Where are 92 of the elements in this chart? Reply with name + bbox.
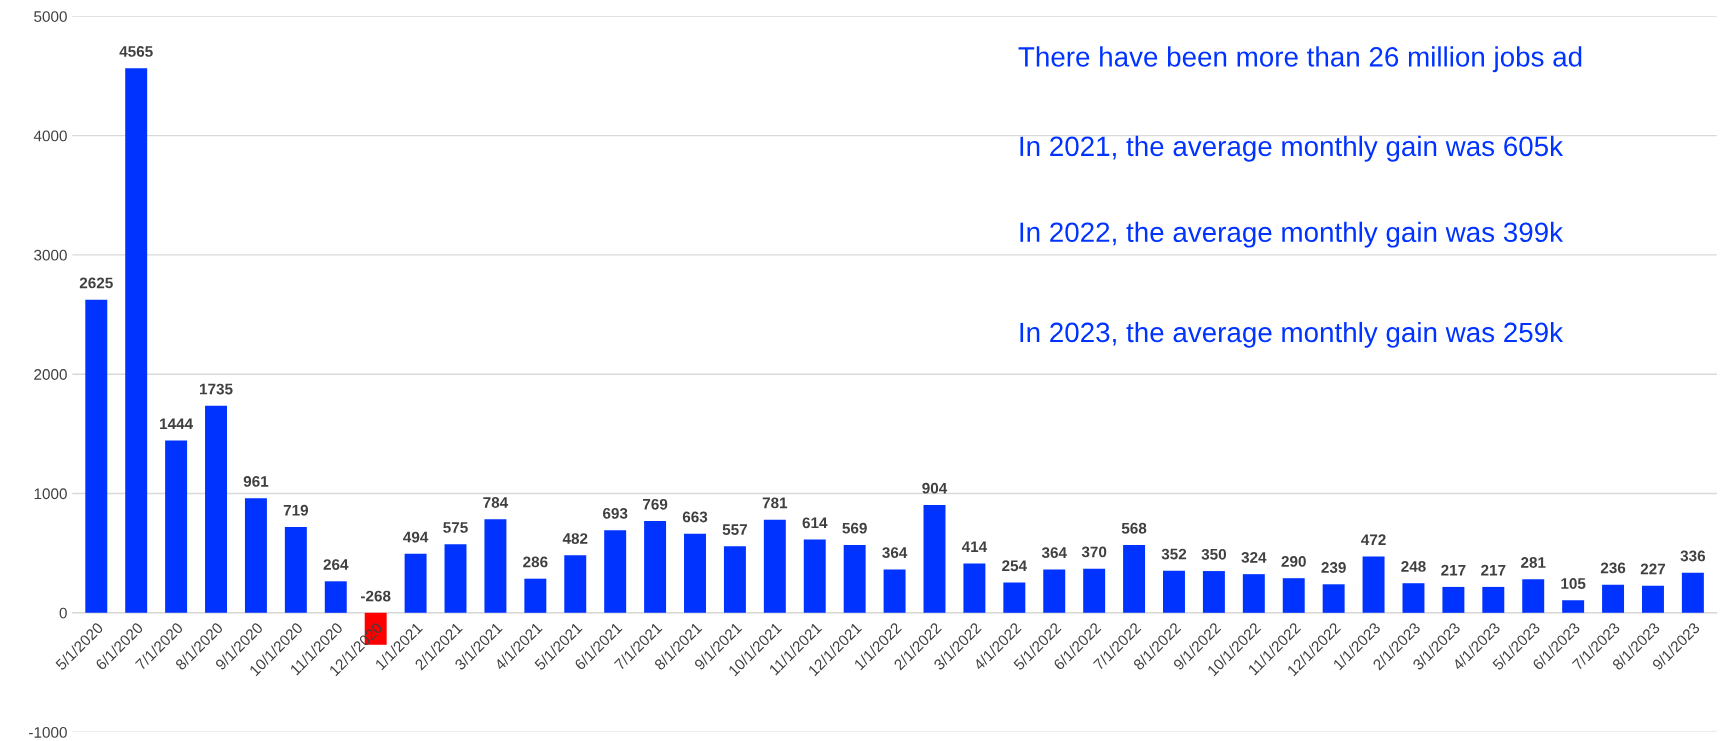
data-label: 2625 [79,277,113,289]
data-label: -268 [360,590,391,602]
data-label: 494 [403,531,429,543]
data-label: 663 [682,511,708,523]
data-label: 370 [1081,546,1107,558]
data-label: 364 [882,547,908,559]
bar [205,405,227,613]
data-label: 472 [1361,534,1386,545]
data-label: 264 [323,559,349,570]
data-label: 352 [1161,548,1187,560]
data-label: 248 [1401,561,1426,572]
data-label: 217 [1481,564,1506,576]
data-label: 290 [1281,556,1306,567]
bar [1681,572,1704,613]
bar [883,569,906,613]
bar [1442,586,1465,613]
data-label: 364 [1041,547,1067,559]
y-tick-label: 2000 [34,369,67,380]
bar [165,440,188,613]
data-label: 784 [483,497,509,508]
data-label: 1444 [160,418,194,430]
data-label: 769 [643,498,668,510]
bar [444,544,467,613]
bar [684,533,706,613]
bar [1043,569,1066,613]
bar [963,563,986,613]
data-label: 575 [443,522,468,533]
bar [803,539,826,613]
data-label: 286 [523,556,548,568]
bar [1482,586,1505,613]
bar [1202,571,1225,613]
data-label: 105 [1561,578,1586,589]
data-label: 239 [1321,562,1346,573]
bar [1083,568,1106,613]
data-label: 482 [562,533,588,544]
bar [284,527,307,613]
data-label: 227 [1640,563,1666,575]
bar [244,498,267,613]
bar [1163,570,1185,613]
data-label: 1735 [199,383,233,395]
bar [1123,545,1146,613]
data-label: 4565 [119,46,153,57]
data-label: 324 [1241,551,1267,563]
annotation: There have been more than 26 million jobs ad [1018,46,1582,73]
bar [85,299,108,613]
bar [1362,556,1385,613]
y-tick-label: -1000 [29,726,67,738]
annotation: In 2022, the average monthly gain was 399k [1020,221,1564,248]
data-label: 350 [1201,548,1227,560]
bar [1322,584,1345,613]
data-label: 904 [922,482,948,494]
bar [404,553,427,613]
data-label: 781 [762,497,788,509]
data-label: 693 [602,507,628,519]
data-label: 719 [283,504,309,516]
bar [1003,582,1026,613]
bar [1602,584,1625,613]
data-label: 281 [1521,557,1546,568]
y-tick-label: 5000 [34,11,67,22]
y-tick-label: 1000 [34,488,67,500]
bar [763,519,786,613]
bar [1282,578,1305,613]
bar [1402,583,1425,613]
bar [125,68,148,613]
data-label: 568 [1121,522,1147,534]
bar [923,504,946,613]
data-label: 569 [842,522,867,534]
annotation: In 2021, the average monthly gain was 605k [1020,135,1564,162]
bar [1641,585,1664,613]
bar [484,519,507,613]
data-label: 236 [1600,562,1626,574]
bar [843,544,866,613]
bar [723,546,746,613]
bar [604,530,627,613]
y-tick-label: 4000 [33,130,67,142]
data-label: 414 [961,541,988,552]
bar [564,555,587,613]
data-label: 254 [1002,560,1027,572]
data-label: 557 [722,524,747,535]
y-tick-label: 0 [59,607,67,619]
bar [644,521,667,613]
data-label: 961 [243,475,269,487]
data-label: 217 [1441,564,1466,576]
bar [524,578,547,613]
annotation: In 2023, the average monthly gain was 259k [1020,321,1564,348]
bar [1562,600,1585,613]
bar [1522,579,1545,613]
bar [324,581,347,613]
y-tick-label: 3000 [34,249,67,261]
data-label: 614 [802,517,828,529]
data-label: 336 [1680,550,1706,562]
bar [1242,574,1265,613]
